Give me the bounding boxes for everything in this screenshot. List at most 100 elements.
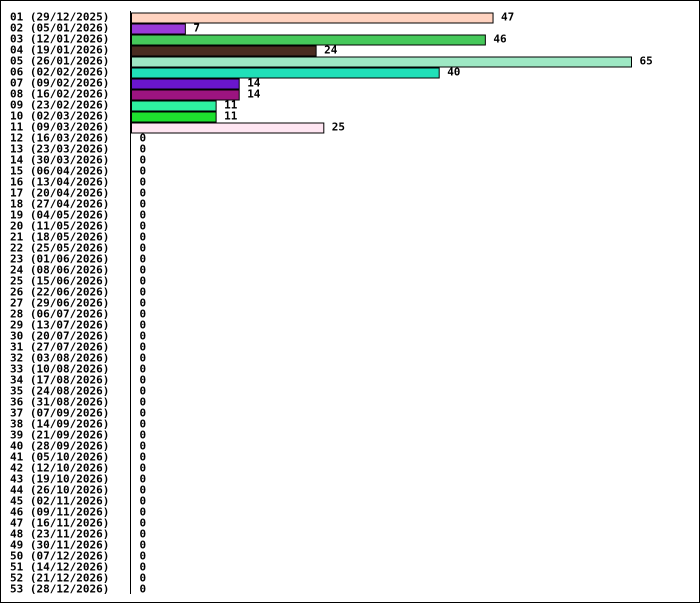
bar-value-label: 0 — [140, 330, 147, 343]
category-label: 12 (16/03/2026) — [10, 132, 109, 145]
category-label: 40 (28/09/2026) — [10, 440, 109, 453]
category-label: 09 (23/02/2026) — [10, 99, 109, 112]
category-label: 14 (30/03/2026) — [10, 154, 109, 167]
category-label: 27 (29/06/2026) — [10, 297, 109, 310]
bar-value-label: 0 — [140, 517, 147, 530]
bar-value-label: 0 — [140, 418, 147, 431]
bar — [131, 34, 486, 46]
category-label: 25 (15/06/2026) — [10, 275, 109, 288]
bar-value-label: 0 — [140, 407, 147, 420]
bar-value-label: 11 — [224, 99, 238, 112]
category-label: 19 (04/05/2026) — [10, 209, 109, 222]
bar-value-label: 0 — [140, 275, 147, 288]
bar-value-label: 0 — [140, 319, 147, 332]
bar-value-label: 0 — [140, 308, 147, 321]
category-label: 21 (18/05/2026) — [10, 231, 109, 244]
bar-value-label: 0 — [140, 253, 147, 266]
bar — [131, 45, 317, 57]
bar-value-label: 0 — [140, 341, 147, 354]
bar-value-label: 11 — [224, 110, 238, 123]
category-label: 42 (12/10/2026) — [10, 462, 109, 475]
category-label: 53 (28/12/2026) — [10, 583, 109, 596]
bar-value-label: 0 — [140, 396, 147, 409]
category-label: 24 (08/06/2026) — [10, 264, 109, 277]
bar — [131, 23, 186, 35]
bar-value-label: 0 — [140, 363, 147, 376]
bar-value-label: 0 — [140, 539, 147, 552]
bar-value-label: 0 — [140, 209, 147, 222]
category-label: 30 (20/07/2026) — [10, 330, 109, 343]
category-label: 22 (25/05/2026) — [10, 242, 109, 255]
category-label: 41 (05/10/2026) — [10, 451, 109, 464]
category-label: 18 (27/04/2026) — [10, 198, 109, 211]
category-label: 02 (05/01/2026) — [10, 22, 109, 35]
category-label: 36 (31/08/2026) — [10, 396, 109, 409]
category-label: 26 (22/06/2026) — [10, 286, 109, 299]
category-label: 50 (07/12/2026) — [10, 550, 109, 563]
category-label: 34 (17/08/2026) — [10, 374, 109, 387]
bar-value-label: 0 — [140, 528, 147, 541]
bar — [131, 78, 240, 90]
category-label: 20 (11/05/2026) — [10, 220, 109, 233]
bar-value-label: 0 — [140, 385, 147, 398]
category-label: 33 (10/08/2026) — [10, 363, 109, 376]
bar-value-label: 0 — [140, 187, 147, 200]
bar-value-label: 24 — [324, 44, 338, 57]
bar-value-label: 0 — [140, 264, 147, 277]
bar-value-label: 0 — [140, 462, 147, 475]
category-label: 29 (13/07/2026) — [10, 319, 109, 332]
category-label: 39 (21/09/2026) — [10, 429, 109, 442]
bar-value-label: 0 — [140, 484, 147, 497]
bar-value-label: 65 — [640, 55, 653, 68]
category-label: 01 (29/12/2025) — [10, 11, 109, 24]
bar — [131, 122, 325, 134]
bar — [131, 67, 440, 79]
bar-value-label: 25 — [332, 121, 345, 134]
bar — [131, 89, 240, 101]
category-label: 31 (27/07/2026) — [10, 341, 109, 354]
category-label: 05 (26/01/2026) — [10, 55, 109, 68]
bar-value-label: 0 — [140, 198, 147, 211]
bar-value-label: 0 — [140, 220, 147, 233]
bar-value-label: 40 — [447, 66, 460, 79]
bar-value-label: 0 — [140, 429, 147, 442]
category-label: 43 (19/10/2026) — [10, 473, 109, 486]
bar-value-label: 7 — [193, 22, 200, 35]
bar-value-label: 0 — [140, 506, 147, 519]
bar-value-label: 0 — [140, 473, 147, 486]
category-label: 35 (24/08/2026) — [10, 385, 109, 398]
bar-value-label: 0 — [140, 352, 147, 365]
category-label: 03 (12/01/2026) — [10, 33, 109, 46]
category-label: 47 (16/11/2026) — [10, 517, 109, 530]
bar-value-label: 0 — [140, 451, 147, 464]
bar-value-label: 0 — [140, 231, 147, 244]
bar-value-label: 14 — [247, 88, 261, 101]
category-label: 44 (26/10/2026) — [10, 484, 109, 497]
bar — [131, 12, 494, 24]
category-label: 17 (20/04/2026) — [10, 187, 109, 200]
bar-value-label: 0 — [140, 550, 147, 563]
category-label: 28 (06/07/2026) — [10, 308, 109, 321]
bar-value-label: 0 — [140, 583, 147, 596]
bar-value-label: 0 — [140, 165, 147, 178]
category-label: 11 (09/03/2026) — [10, 121, 109, 134]
category-label: 32 (03/08/2026) — [10, 352, 109, 365]
bar-value-label: 0 — [140, 495, 147, 508]
bar-value-label: 0 — [140, 143, 147, 156]
category-label: 15 (06/04/2026) — [10, 165, 109, 178]
category-label: 38 (14/09/2026) — [10, 418, 109, 431]
category-label: 45 (02/11/2026) — [10, 495, 109, 508]
bar — [131, 56, 632, 68]
bar-value-label: 0 — [140, 572, 147, 585]
bar-value-label: 0 — [140, 297, 147, 310]
bar-value-label: 14 — [247, 77, 261, 90]
category-label: 37 (07/09/2026) — [10, 407, 109, 420]
bar-value-label: 0 — [140, 242, 147, 255]
category-label: 13 (23/03/2026) — [10, 143, 109, 156]
bar-value-label: 47 — [501, 11, 514, 24]
category-label: 23 (01/06/2026) — [10, 253, 109, 266]
category-label: 49 (30/11/2026) — [10, 539, 109, 552]
bar — [131, 100, 217, 112]
bar-value-label: 46 — [493, 33, 507, 46]
